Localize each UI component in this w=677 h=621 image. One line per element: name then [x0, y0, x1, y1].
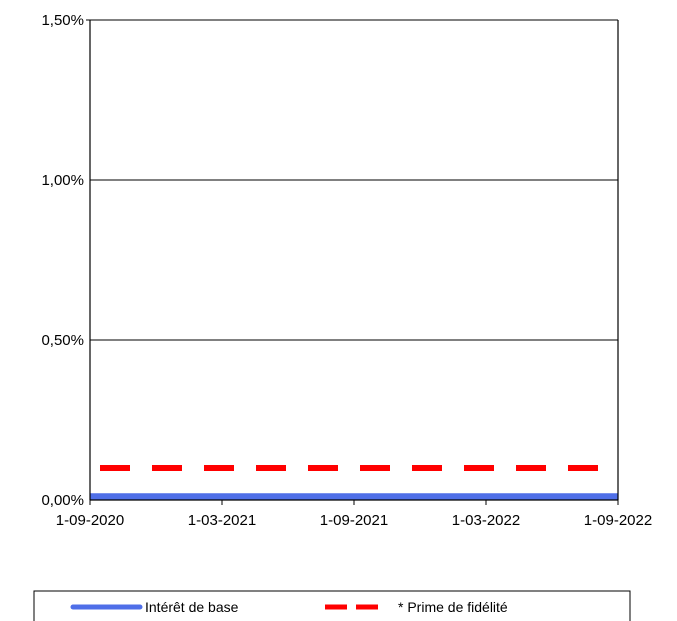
x-tick-label: 1-09-2021 — [320, 512, 388, 529]
y-tick-label: 0,00% — [41, 492, 84, 509]
x-tick-label: 1-03-2021 — [188, 512, 256, 529]
legend-label-interet-de-base: Intérêt de base — [145, 599, 239, 615]
y-tick-label: 0,50% — [41, 332, 84, 349]
legend: Intérêt de base * Prime de fidélité — [33, 590, 631, 621]
y-tick-label: 1,50% — [41, 12, 84, 29]
y-tick-label: 1,00% — [41, 172, 84, 189]
x-tick-label: 1-09-2020 — [56, 512, 124, 529]
x-tick-label: 1-09-2022 — [584, 512, 652, 529]
legend-label-prime-de-fidelite: * Prime de fidélité — [398, 599, 508, 615]
x-tick-label: 1-03-2022 — [452, 512, 520, 529]
